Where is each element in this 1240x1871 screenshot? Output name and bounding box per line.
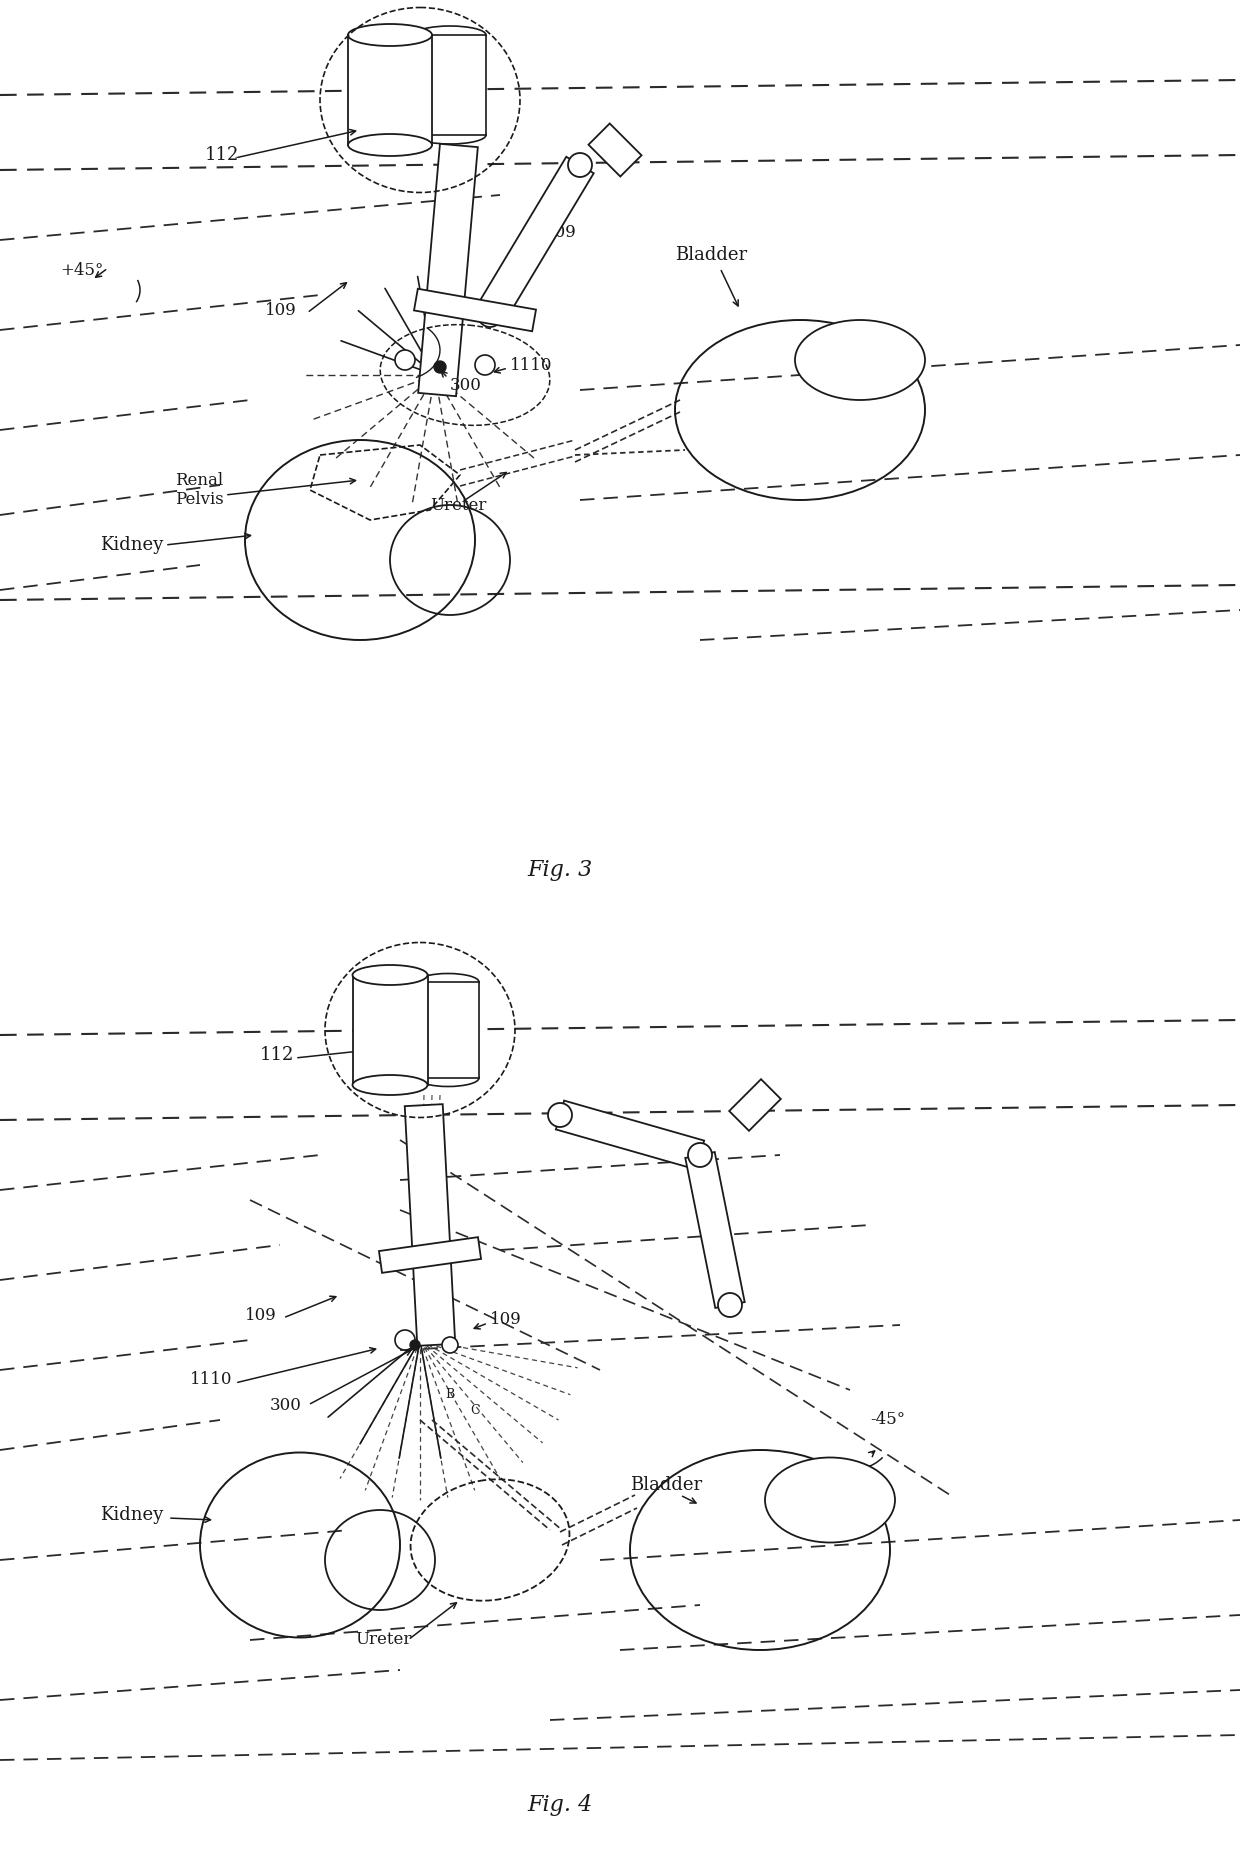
Ellipse shape	[352, 1076, 428, 1095]
Polygon shape	[404, 1104, 455, 1345]
Polygon shape	[686, 1153, 745, 1308]
Bar	[414, 36, 486, 135]
Text: Renal
Pelvis: Renal Pelvis	[175, 471, 223, 509]
Text: 1110: 1110	[510, 357, 553, 374]
Polygon shape	[556, 1100, 704, 1169]
Ellipse shape	[417, 1070, 479, 1087]
Text: Ureter: Ureter	[355, 1632, 412, 1648]
Polygon shape	[476, 157, 594, 324]
Ellipse shape	[765, 1458, 895, 1542]
Text: Fig. 3: Fig. 3	[527, 859, 593, 881]
Text: 1110: 1110	[190, 1371, 233, 1388]
Polygon shape	[414, 288, 536, 331]
Ellipse shape	[348, 24, 432, 47]
Circle shape	[477, 303, 502, 327]
Text: 112: 112	[205, 146, 239, 165]
Circle shape	[475, 355, 495, 374]
Ellipse shape	[348, 135, 432, 155]
Text: 300: 300	[270, 1396, 301, 1413]
Circle shape	[434, 361, 446, 372]
Ellipse shape	[417, 973, 479, 990]
Circle shape	[548, 1104, 572, 1126]
Text: 109: 109	[246, 1306, 277, 1323]
Text: -45°: -45°	[870, 1411, 905, 1428]
Ellipse shape	[352, 965, 428, 984]
Circle shape	[410, 1340, 420, 1351]
Circle shape	[396, 1330, 415, 1351]
Text: 109: 109	[265, 301, 296, 318]
Circle shape	[396, 350, 415, 370]
Text: C: C	[470, 1403, 480, 1416]
Text: 109: 109	[546, 223, 577, 241]
Circle shape	[441, 1338, 458, 1353]
Text: B: B	[445, 1388, 454, 1401]
Circle shape	[718, 1293, 742, 1317]
Text: Bladder: Bladder	[675, 245, 748, 264]
Polygon shape	[729, 1080, 781, 1130]
Bar	[348, 36, 432, 144]
Text: 112: 112	[260, 1046, 294, 1065]
Ellipse shape	[414, 26, 486, 45]
Ellipse shape	[795, 320, 925, 400]
Text: Fig. 4: Fig. 4	[527, 1794, 593, 1817]
Bar	[417, 982, 479, 1078]
Text: Kidney: Kidney	[100, 1506, 164, 1525]
Text: 109: 109	[490, 1312, 522, 1328]
Polygon shape	[418, 144, 477, 397]
Text: +45°: +45°	[60, 262, 103, 279]
Text: Ureter: Ureter	[430, 496, 486, 513]
Bar	[353, 975, 428, 1085]
Circle shape	[568, 153, 591, 178]
Polygon shape	[589, 123, 641, 176]
Ellipse shape	[414, 125, 486, 144]
Polygon shape	[379, 1237, 481, 1272]
Text: Bladder: Bladder	[630, 1476, 702, 1495]
Text: Kidney: Kidney	[100, 535, 164, 554]
Circle shape	[688, 1143, 712, 1168]
Text: 300: 300	[450, 376, 482, 393]
